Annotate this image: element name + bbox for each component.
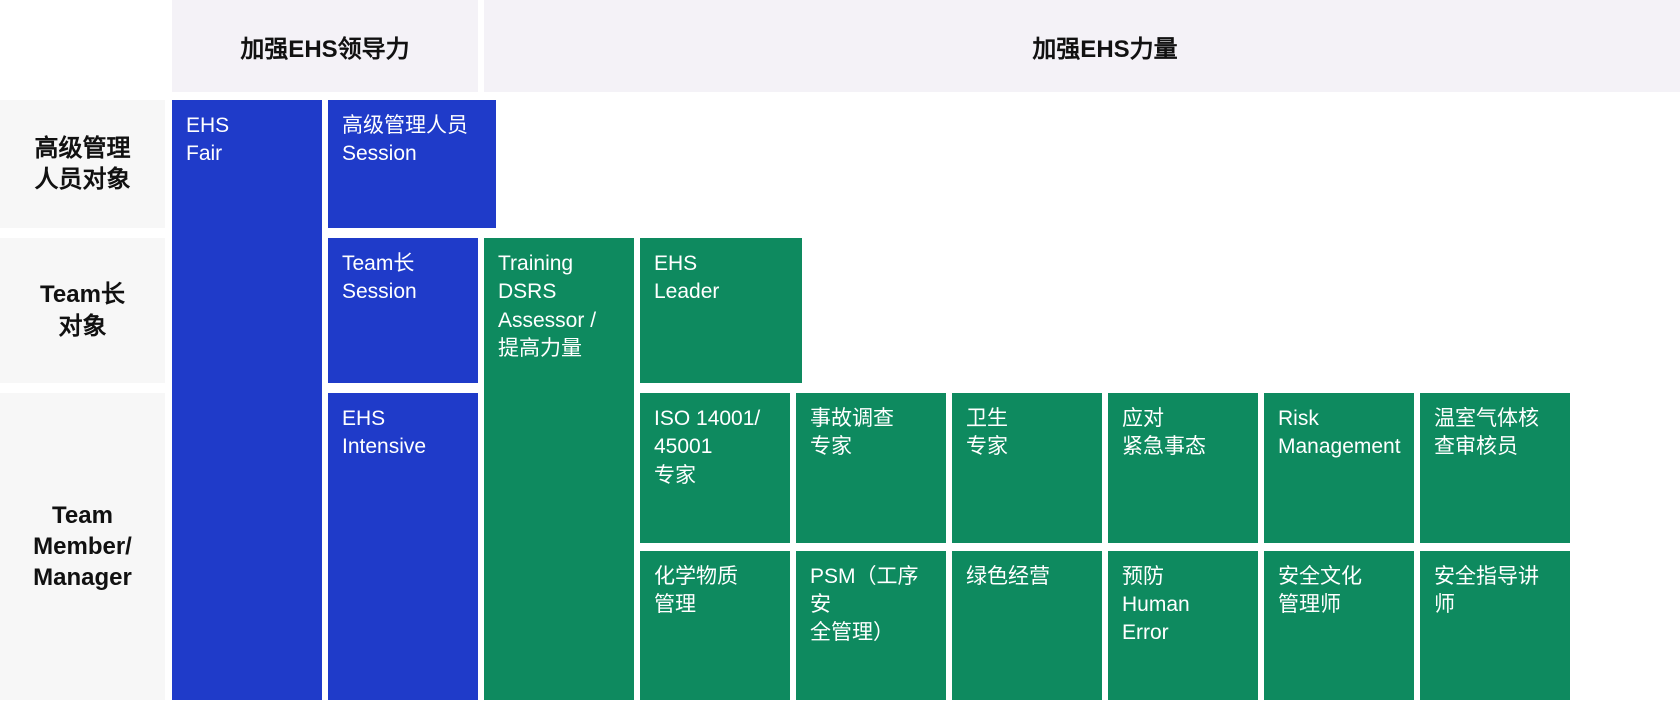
card-label-chemical-mgmt: 化学物质 管理: [654, 565, 738, 616]
card-human-error: 预防 Human Error: [1108, 551, 1258, 701]
card-label-team-session: Team长 Session: [342, 252, 417, 303]
card-ehs-fair: EHS Fair: [172, 100, 322, 700]
card-label-emergency: 应对 紧急事态: [1122, 407, 1206, 458]
card-label-senior-session: 高级管理人员 Session: [342, 114, 468, 165]
card-label-green-mgmt: 绿色经营: [966, 565, 1050, 588]
header-0: 加强EHS领导力: [172, 0, 478, 92]
card-label-iso-14001: ISO 14001/ 45001 专家: [654, 407, 760, 487]
card-senior-session: 高级管理人员 Session: [328, 100, 496, 228]
card-label-ehs-intensive: EHS Intensive: [342, 407, 426, 458]
card-green-mgmt: 绿色经营: [952, 551, 1102, 701]
header-1: 加强EHS力量: [484, 0, 1680, 92]
card-ehs-intensive: EHS Intensive: [328, 393, 478, 700]
card-label-psm: PSM（工序安 全管理）: [810, 565, 919, 645]
row-label-text-member: Team Member/ Manager: [33, 500, 132, 594]
card-chemical-mgmt: 化学物质 管理: [640, 551, 790, 701]
card-label-hygiene-expert: 卫生 专家: [966, 407, 1008, 458]
card-label-dsrs-assessor: Training DSRS Assessor / 提高力量: [498, 252, 596, 360]
card-label-ehs-leader: EHS Leader: [654, 252, 719, 303]
row-label-team: Team长 对象: [0, 238, 165, 383]
row-label-senior: 高级管理 人员对象: [0, 100, 165, 228]
card-incident-inv: 事故调查 专家: [796, 393, 946, 543]
card-label-safety-culture: 安全文化 管理师: [1278, 565, 1362, 616]
card-dsrs-assessor: Training DSRS Assessor / 提高力量: [484, 238, 634, 700]
card-label-ehs-fair: EHS Fair: [186, 114, 229, 165]
card-iso-14001: ISO 14001/ 45001 专家: [640, 393, 790, 543]
card-team-session: Team长 Session: [328, 238, 478, 383]
card-emergency: 应对 紧急事态: [1108, 393, 1258, 543]
row-label-text-senior: 高级管理 人员对象: [35, 133, 131, 195]
card-risk-mgmt: Risk Management: [1264, 393, 1414, 543]
header-label-0: 加强EHS领导力: [240, 29, 409, 64]
header-label-1: 加强EHS力量: [1032, 29, 1177, 64]
card-ghg-auditor: 温室气体核 查审核员: [1420, 393, 1570, 543]
card-label-ghg-auditor: 温室气体核 查审核员: [1434, 407, 1539, 458]
card-safety-culture: 安全文化 管理师: [1264, 551, 1414, 701]
card-psm: PSM（工序安 全管理）: [796, 551, 946, 701]
card-label-safety-instructor: 安全指导讲师: [1434, 565, 1539, 616]
row-label-text-team: Team长 对象: [40, 279, 125, 341]
card-hygiene-expert: 卫生 专家: [952, 393, 1102, 543]
card-safety-instructor: 安全指导讲师: [1420, 551, 1570, 701]
card-label-human-error: 预防 Human Error: [1122, 565, 1190, 645]
card-label-incident-inv: 事故调查 专家: [810, 407, 894, 458]
card-label-risk-mgmt: Risk Management: [1278, 407, 1401, 458]
card-ehs-leader: EHS Leader: [640, 238, 802, 383]
row-label-member: Team Member/ Manager: [0, 393, 165, 700]
